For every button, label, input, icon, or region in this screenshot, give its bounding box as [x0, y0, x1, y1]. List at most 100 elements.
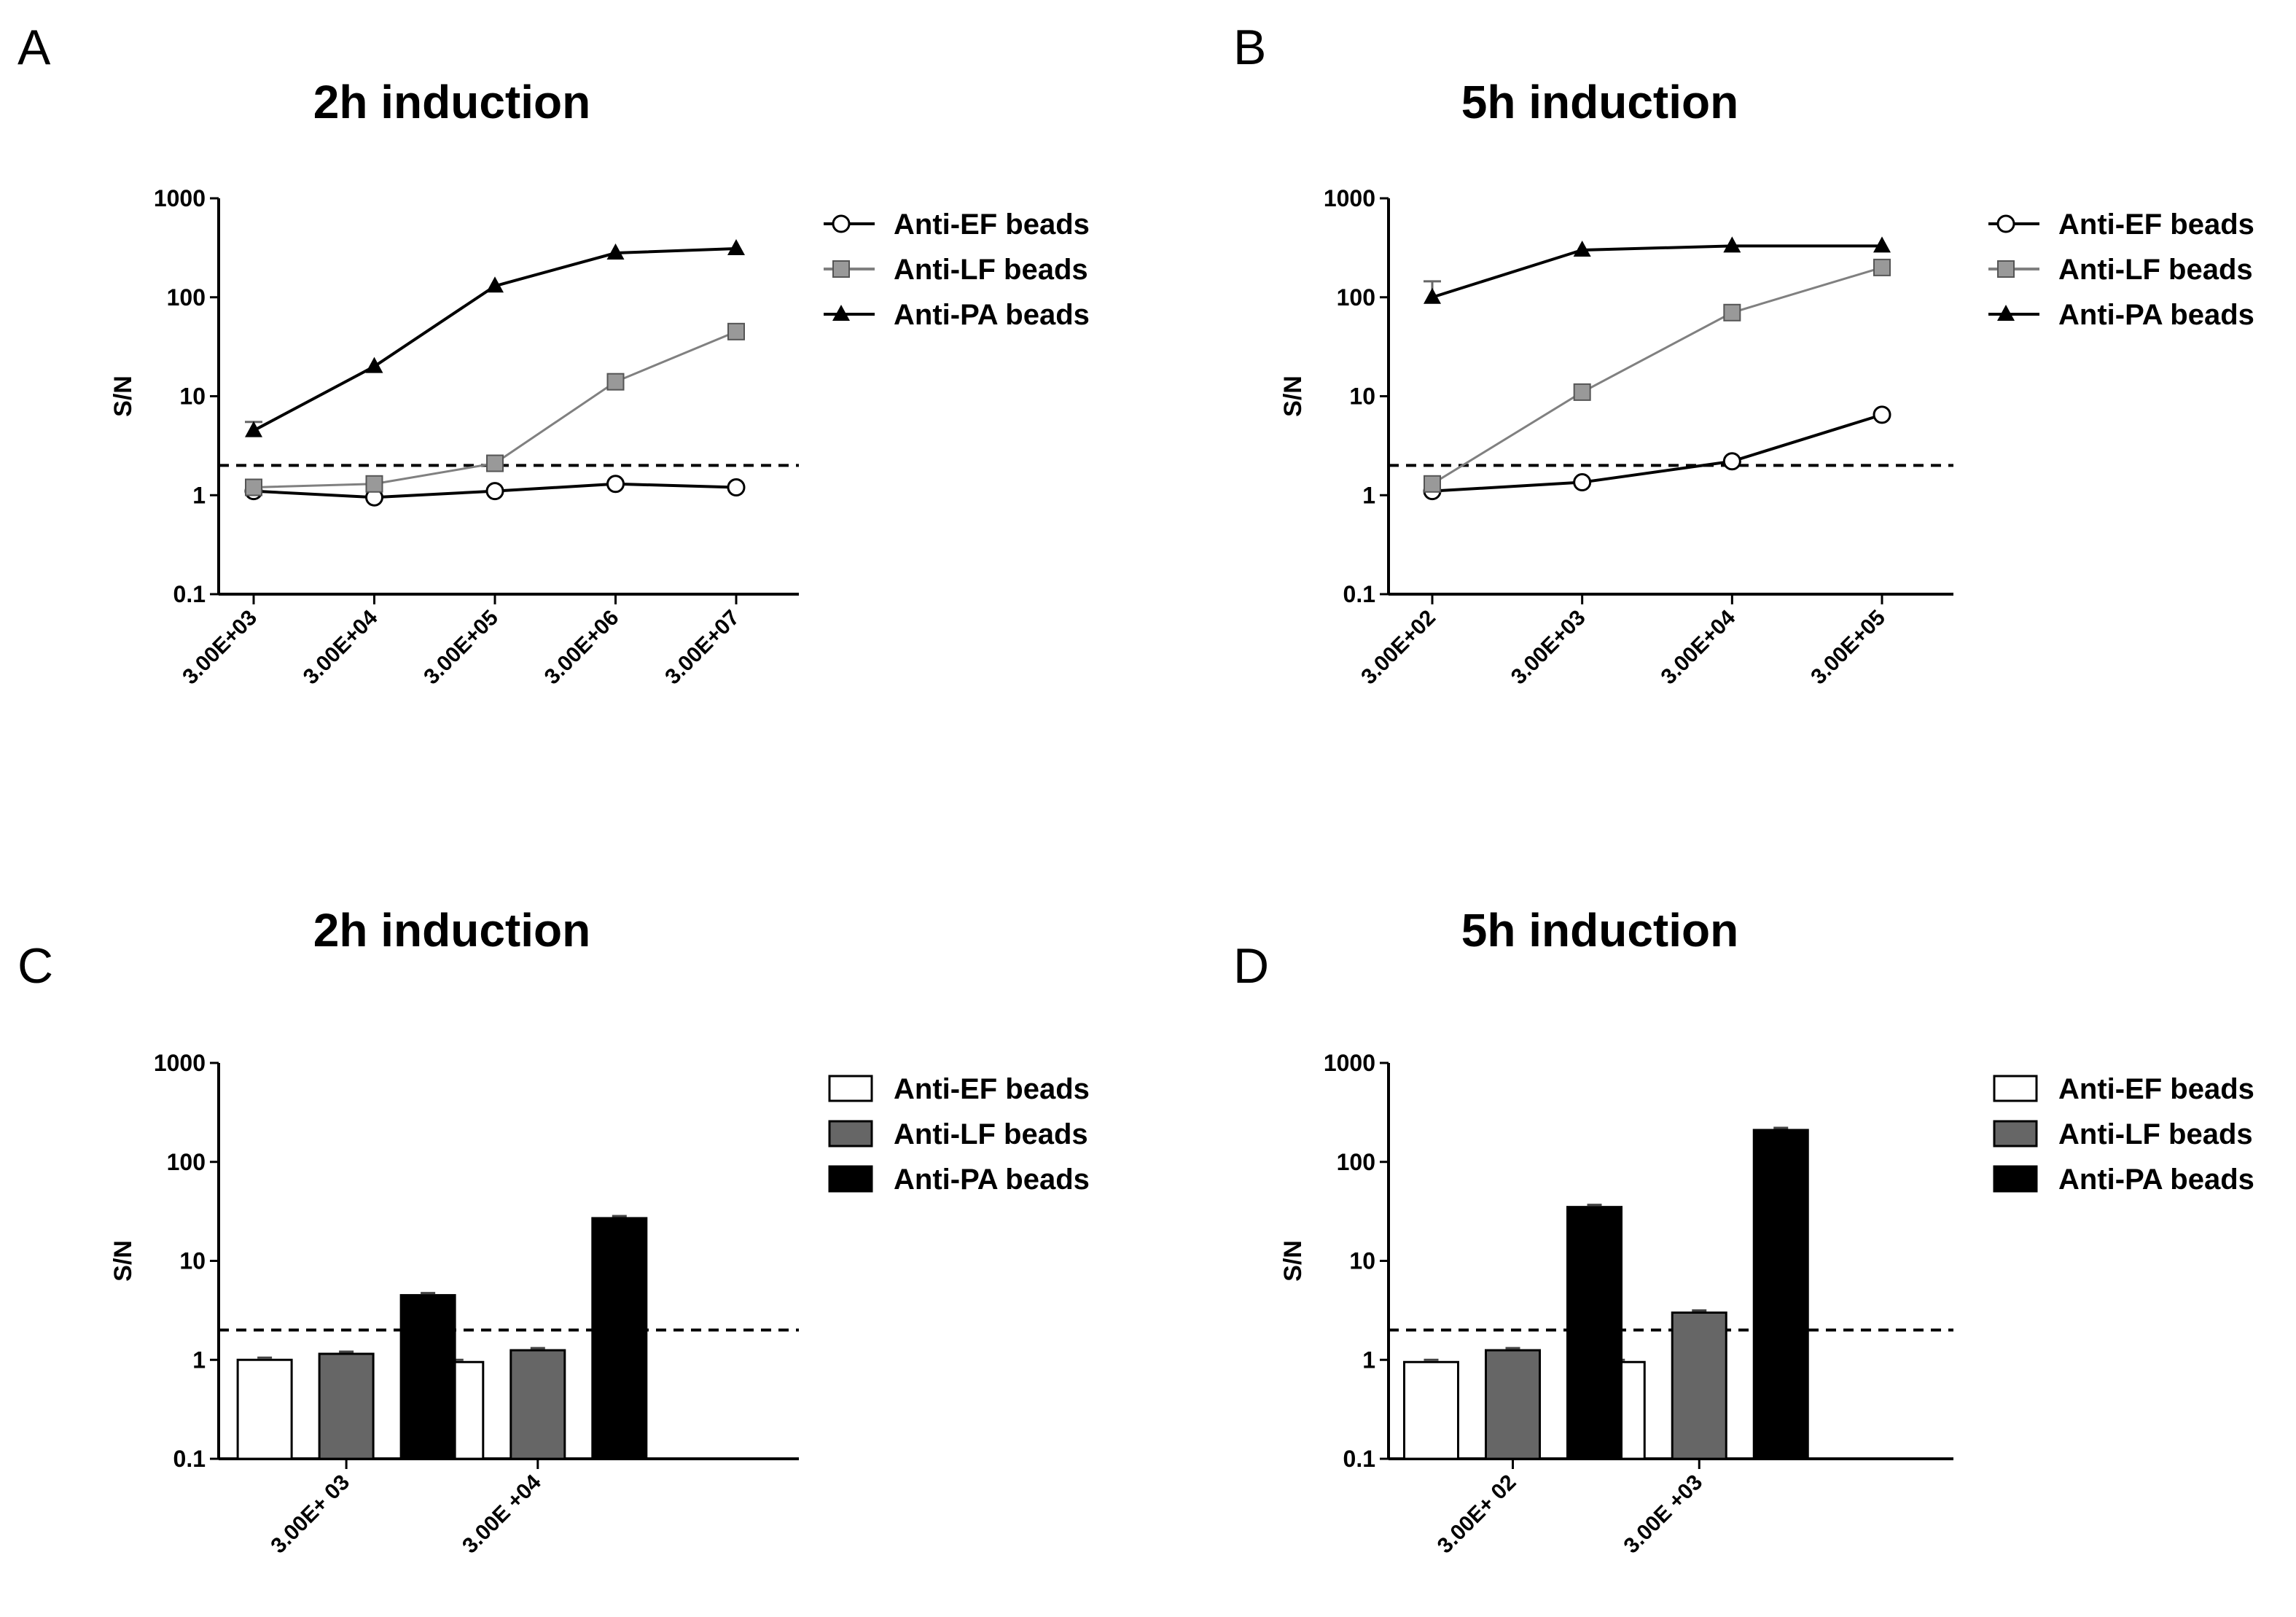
legend-swatch-lf — [1993, 1120, 2038, 1148]
legend-swatch-ef — [1993, 1075, 2038, 1102]
y-tick-label: 10 — [1349, 1248, 1375, 1274]
x-tick-label: 3.00E+03 — [1507, 606, 1590, 690]
series-pa — [399, 1215, 648, 1460]
chart-title: 5h induction — [1461, 76, 1738, 128]
legend-item-lf: Anti-LF beads — [824, 254, 1088, 286]
chart-title: 2h induction — [313, 76, 590, 128]
y-tick-label: 100 — [1337, 1149, 1375, 1175]
legend-label: Anti-LF beads — [2058, 1118, 2253, 1150]
x-tick-label: 3.00E+03 — [178, 606, 262, 690]
legend-marker-ef — [1996, 214, 2015, 233]
chart-panel-b: B 5h induction 0.1 1 10 100 1000 S/N 3.00E+02 3.0… — [1233, 20, 2254, 689]
data-point-ef — [1722, 452, 1741, 471]
y-tick-label: 1 — [1362, 1347, 1375, 1373]
chart-panel-a: A 2h induction 0.1 1 10 100 1000 S/N 3.00E+03 3.0… — [17, 20, 1090, 689]
legend-swatch-pa — [828, 1165, 873, 1193]
panel-letter: D — [1233, 938, 1269, 994]
x-tick-label: 3.00E+ 03 — [266, 1470, 354, 1559]
series-line-lf — [1432, 266, 1883, 486]
data-point-ef — [485, 482, 504, 501]
y-tick-label: 0.1 — [1343, 581, 1375, 607]
y-tick-label: 1 — [192, 1347, 206, 1373]
x-tick-label: 3.00E+ 02 — [1433, 1470, 1521, 1559]
y-tick-label: 10 — [179, 383, 206, 410]
data-point-lf — [1573, 383, 1591, 401]
legend-marker-pa — [1997, 305, 2015, 321]
legend-label: Anti-EF beads — [894, 209, 1090, 241]
panel-letter: B — [1233, 20, 1266, 75]
legend: Anti-EF beads Anti-LF beads Anti-PA beads — [828, 1073, 1090, 1196]
y-axis-label: S/N — [1279, 1240, 1307, 1282]
data-point-ef — [606, 475, 625, 494]
y-tick-label: 1000 — [1324, 1050, 1375, 1076]
y-tick-label: 10 — [1349, 383, 1375, 410]
y-tick-label: 100 — [167, 1149, 206, 1175]
legend-item-ef: Anti-EF beads — [828, 1073, 1090, 1105]
legend-label: Anti-PA beads — [894, 1164, 1090, 1196]
series-lf — [1424, 258, 1891, 493]
bar-ef — [1403, 1360, 1459, 1460]
legend-marker-pa — [832, 305, 850, 321]
data-point-lf — [727, 322, 745, 340]
legend-label: Anti-EF beads — [2058, 1073, 2254, 1105]
bar-ef — [236, 1358, 293, 1460]
series-lf — [1485, 1309, 1727, 1460]
chart-panel-d: D 5h induction 0.1 1 10 100 1000 S/N 3.00E+ 02 3.… — [1233, 904, 2254, 1558]
panel-letter: A — [17, 20, 51, 75]
y-tick-label: 100 — [167, 284, 206, 311]
series-line-pa — [253, 247, 737, 432]
data-point-lf — [1873, 258, 1891, 276]
panel-letter: C — [17, 938, 53, 994]
y-axis-label: S/N — [109, 1240, 137, 1282]
data-point-ef — [727, 478, 746, 497]
data-point-pa — [486, 276, 504, 293]
x-tick-label: 3.00E+04 — [1657, 605, 1741, 689]
legend-label: Anti-LF beads — [894, 254, 1088, 286]
x-tick-label: 3.00E +04 — [458, 1470, 546, 1558]
data-point-lf — [1723, 303, 1741, 322]
data-point-lf — [606, 373, 625, 391]
data-point-lf — [1424, 475, 1441, 493]
data-point-pa — [606, 243, 625, 260]
bar-lf — [1485, 1349, 1541, 1460]
series-pa — [1424, 236, 1891, 304]
y-tick-label: 1000 — [154, 185, 206, 211]
legend-label: Anti-EF beads — [2058, 209, 2254, 241]
bar-pa — [1566, 1206, 1623, 1460]
data-point-pa — [1873, 236, 1891, 253]
legend-item-ef: Anti-EF beads — [824, 209, 1090, 241]
bar-lf — [509, 1349, 566, 1460]
data-point-lf — [486, 454, 504, 472]
legend: Anti-EF beads Anti-LF beads Anti-PA beads — [824, 209, 1090, 331]
legend-label: Anti-LF beads — [894, 1118, 1088, 1150]
data-point-pa — [245, 421, 262, 437]
bar-lf — [1671, 1311, 1727, 1460]
series-pa — [245, 239, 745, 437]
data-point-ef — [1873, 405, 1891, 424]
x-tick-label: 3.00E +03 — [1620, 1470, 1708, 1559]
y-tick-label: 100 — [1337, 284, 1375, 311]
legend-item-pa: Anti-PA beads — [1988, 299, 2254, 331]
x-tick-label: 3.00E+04 — [299, 605, 383, 689]
data-point-lf — [365, 475, 383, 493]
series-line-ef — [1432, 413, 1883, 493]
series-line-pa — [1432, 244, 1882, 299]
legend-item-lf: Anti-LF beads — [1988, 254, 2253, 286]
y-tick-label: 10 — [179, 1248, 206, 1274]
legend-label: Anti-EF beads — [894, 1073, 1090, 1105]
series-ef — [1423, 405, 1891, 501]
y-tick-label: 1 — [192, 482, 206, 508]
y-tick-label: 0.1 — [173, 581, 206, 607]
legend-label: Anti-PA beads — [2058, 1164, 2254, 1196]
chart-panel-c: C 2h induction 0.1 1 10 100 1000 S/N 3.00E+ 03 3.… — [17, 904, 1090, 1558]
data-point-pa — [727, 239, 745, 256]
legend-item-ef: Anti-EF beads — [1988, 209, 2254, 241]
series-pa — [1566, 1126, 1809, 1460]
legend-marker-ef — [832, 214, 851, 233]
legend-item-ef: Anti-EF beads — [1993, 1073, 2254, 1105]
legend-swatch-pa — [1993, 1165, 2038, 1193]
x-tick-label: 3.00E+05 — [419, 606, 503, 690]
legend: Anti-EF beads Anti-LF beads Anti-PA beads — [1993, 1073, 2254, 1196]
data-point-pa — [1573, 240, 1591, 257]
